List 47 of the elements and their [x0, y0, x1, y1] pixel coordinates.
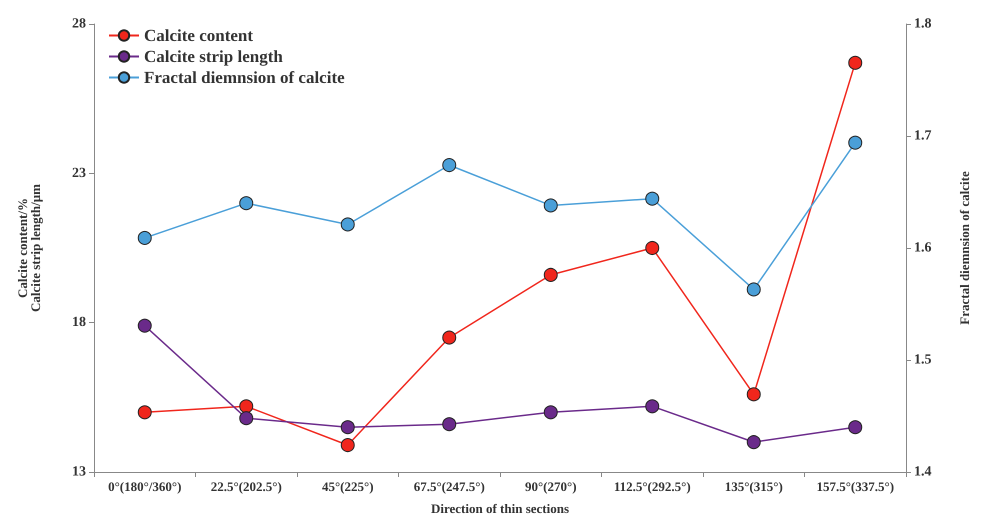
x-tick-label: 22.5°(202.5°): [210, 479, 282, 494]
point: [340, 438, 355, 452]
x-tick-label: 135°(315°): [724, 479, 783, 494]
y2-axis-title: Fractal diemnsion of calcite: [957, 171, 972, 325]
x-tick-label: 157.5°(337.5°): [816, 479, 894, 494]
point: [442, 417, 456, 432]
x-tick-label: 90°(270°): [524, 479, 577, 494]
point: [746, 282, 761, 296]
legend-label: Calcite strip length: [144, 47, 284, 66]
y-tick-label: 23: [72, 166, 86, 181]
point: [442, 330, 456, 345]
y-tick-label: 28: [72, 16, 86, 32]
point: [746, 387, 761, 402]
point: [848, 420, 862, 434]
y2-tick-label: 1.6: [914, 240, 932, 256]
point: [848, 56, 862, 70]
point: [138, 318, 152, 333]
y2-tick-label: 1.5: [914, 352, 932, 368]
x-tick-label: 112.5°(292.5°): [614, 479, 691, 494]
point: [239, 411, 254, 426]
legend-label: Calcite content: [144, 26, 254, 45]
point: [645, 241, 660, 255]
y2-tick-label: 1.4: [914, 464, 932, 480]
x-tick-label: 45°(225°): [322, 479, 374, 494]
y-tick-label: 18: [72, 315, 86, 330]
x-axis-title: Direction of thin sections: [430, 501, 570, 516]
y2-tick-label: 1.8: [914, 16, 932, 32]
point: [138, 405, 152, 420]
y-tick-label: 13: [72, 464, 86, 480]
point: [239, 196, 254, 210]
point: [645, 399, 660, 414]
point: [645, 192, 660, 206]
x-tick-label: 0°(180°/360°): [108, 479, 182, 494]
point: [340, 217, 355, 232]
point: [746, 435, 761, 450]
point: [239, 399, 254, 414]
point: [544, 405, 558, 420]
y2-tick-label: 1.7: [914, 128, 932, 144]
x-tick-label: 67.5°(247.5°): [414, 479, 485, 494]
legend-label: Fractal diemnsion of calcite: [144, 68, 346, 87]
point: [138, 230, 152, 245]
point: [544, 268, 558, 282]
point: [442, 158, 456, 172]
point: [544, 198, 558, 212]
point: [848, 136, 862, 150]
y-axis-title: Calcite content/% Calcite strip length/μm: [15, 184, 43, 312]
point: [340, 420, 355, 434]
